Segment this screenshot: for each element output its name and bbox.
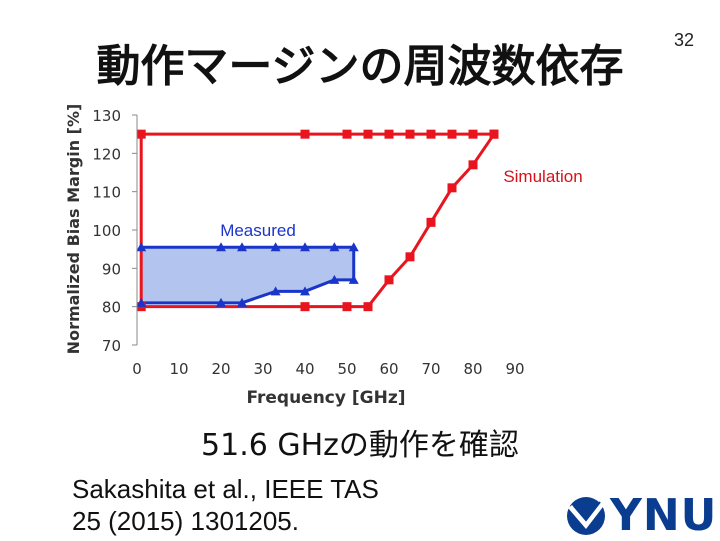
measured-point xyxy=(216,297,226,307)
axes: 70 80 90 100 110 120 130 0 10 20 30 40 50 60 70 80 90 xyxy=(92,107,524,378)
measured-point xyxy=(237,297,247,307)
x-tick-label: 50 xyxy=(337,360,356,378)
ynu-logo-icon xyxy=(567,497,606,535)
simulation-point xyxy=(136,129,146,139)
plot-area xyxy=(136,129,499,312)
slide-title: 動作マージンの周波数依存 xyxy=(96,41,624,92)
reference-line-1: Sakashita et al., IEEE TAS xyxy=(72,474,379,504)
measured-point xyxy=(136,242,147,252)
measured-series-label: Measured xyxy=(220,221,296,240)
simulation-point xyxy=(405,252,415,262)
simulation-point xyxy=(405,129,415,139)
x-axis-label: Frequency [GHz] xyxy=(246,388,405,408)
x-tick-label: 10 xyxy=(169,360,188,378)
ynu-logo-text: YNU xyxy=(610,490,718,541)
page-number: 32 xyxy=(673,30,694,50)
simulation-point xyxy=(447,183,457,193)
y-tick-label: 130 xyxy=(92,107,121,125)
x-tick-label: 70 xyxy=(421,360,440,378)
simulation-point xyxy=(489,129,499,139)
x-tick-label: 30 xyxy=(253,360,272,378)
simulation-series-label: Simulation xyxy=(503,167,582,186)
simulation-lower-line xyxy=(141,133,496,309)
measured-point xyxy=(348,274,359,284)
simulation-point xyxy=(363,302,373,312)
simulation-point xyxy=(363,129,373,139)
simulation-point xyxy=(300,302,310,312)
measured-point xyxy=(300,286,310,296)
measured-point xyxy=(270,286,281,296)
simulation-point xyxy=(426,129,436,139)
y-tick-label: 80 xyxy=(102,299,121,317)
measured-point xyxy=(270,242,281,252)
simulation-point xyxy=(468,160,478,170)
measured-point xyxy=(300,242,310,252)
measured-point xyxy=(216,242,226,252)
reference: Sakashita et al., IEEE TAS 25 (2015) 130… xyxy=(72,473,379,537)
simulation-point xyxy=(384,129,394,139)
y-axis-label: Normalized Bias Margin [%] xyxy=(64,104,83,355)
reference-line-2: 25 (2015) 1301205. xyxy=(72,506,299,536)
x-tick-label: 20 xyxy=(211,360,230,378)
simulation-point xyxy=(384,275,394,285)
y-tick-label: 120 xyxy=(92,145,121,163)
caption: 51.6 GHzの動作を確認 xyxy=(201,428,519,463)
y-tick-label: 70 xyxy=(102,337,121,355)
measured-fill-region xyxy=(141,247,354,303)
simulation-point xyxy=(426,217,436,227)
x-tick-label: 40 xyxy=(295,360,314,378)
x-tick-label: 90 xyxy=(505,360,524,378)
y-tick-label: 110 xyxy=(92,184,121,202)
simulation-point xyxy=(447,129,457,139)
y-tick-label: 90 xyxy=(102,260,121,278)
simulation-point xyxy=(300,129,310,139)
x-tick-label: 60 xyxy=(379,360,398,378)
simulation-point xyxy=(468,129,478,139)
measured-point xyxy=(237,242,247,252)
x-tick-label: 80 xyxy=(463,360,482,378)
measured-point xyxy=(329,274,340,284)
x-tick-label: 0 xyxy=(132,360,142,378)
y-tick-label: 100 xyxy=(92,222,121,240)
measured-point xyxy=(348,242,359,252)
simulation-point xyxy=(342,302,352,312)
measured-point xyxy=(136,297,147,307)
simulation-point xyxy=(342,129,352,139)
measured-point xyxy=(329,242,340,252)
